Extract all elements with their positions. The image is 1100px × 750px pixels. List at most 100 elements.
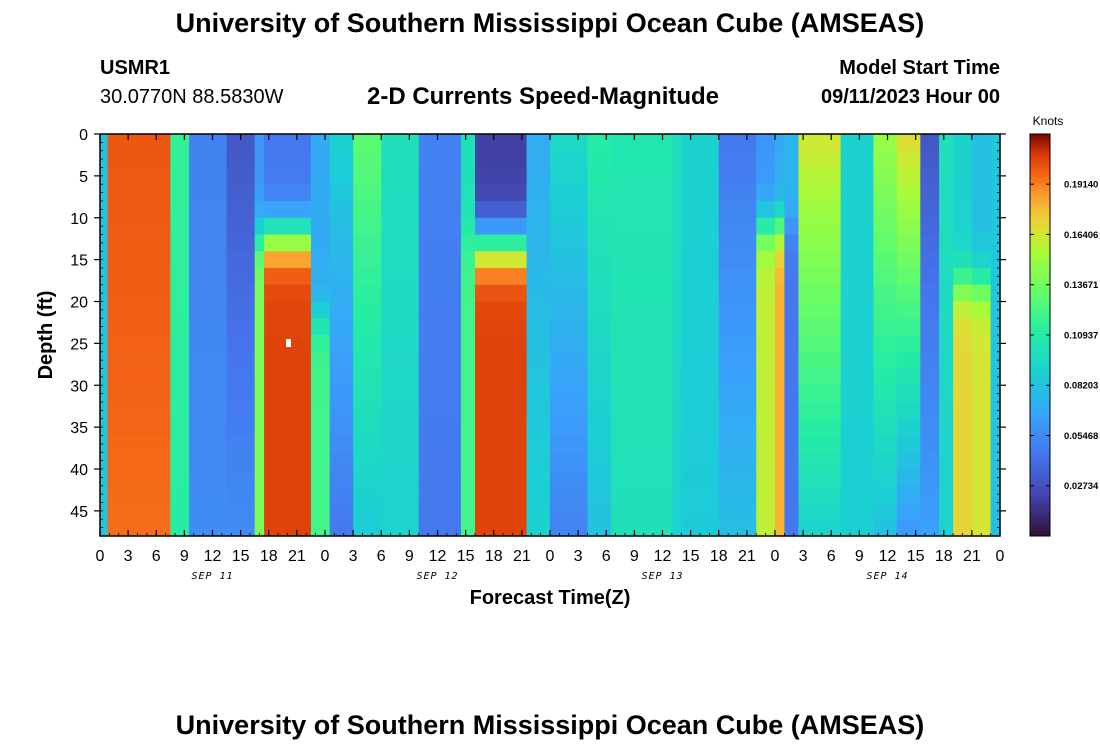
heatmap-cell — [100, 368, 109, 386]
heatmap-cell — [381, 485, 420, 504]
heatmap-cell — [107, 418, 171, 437]
heatmap-cell — [254, 385, 265, 403]
heatmap-cell — [353, 485, 382, 504]
heatmap-cell — [310, 184, 331, 202]
heatmap-cell — [475, 402, 528, 420]
x-tick-label: 18 — [710, 548, 728, 565]
heatmap-cell — [756, 150, 776, 169]
heatmap-cell — [100, 385, 109, 403]
heatmap-cell — [170, 150, 190, 169]
x-tick-label: 3 — [124, 548, 133, 565]
heatmap-cell — [310, 351, 331, 370]
heatmap-cell — [718, 167, 757, 185]
heatmap-cell — [784, 418, 800, 437]
heatmap-cell — [671, 251, 682, 269]
heatmap-cell — [254, 318, 265, 336]
heatmap-cell — [381, 184, 420, 202]
heatmap-cell — [170, 385, 190, 403]
heatmap-cell — [329, 418, 354, 437]
heatmap-cell — [353, 134, 382, 152]
heatmap-cell — [971, 217, 992, 236]
heatmap-cell — [329, 167, 354, 185]
heatmap-cell — [953, 452, 973, 470]
heatmap-cell — [460, 452, 476, 470]
heatmap-cell — [550, 217, 589, 236]
heatmap-cell — [310, 318, 331, 336]
heatmap-cell — [775, 385, 785, 403]
heatmap-cell — [475, 167, 528, 185]
heatmap-cell — [264, 167, 312, 185]
heatmap-cell — [587, 469, 612, 487]
heatmap-cell — [329, 469, 354, 487]
heatmap-cell — [100, 284, 109, 303]
heatmap-cell — [971, 418, 992, 437]
heatmap-cell — [756, 385, 776, 403]
heatmap-cell — [718, 268, 757, 286]
x-tick-label: 6 — [152, 548, 161, 565]
heatmap-cell — [610, 167, 673, 185]
heatmap-cell — [971, 150, 992, 169]
heatmap-cell — [873, 301, 898, 319]
heatmap-cell — [550, 301, 589, 319]
heatmap-cell — [990, 469, 1000, 487]
heatmap-cell — [953, 201, 973, 219]
heatmap-cell — [170, 502, 190, 520]
heatmap-cell — [840, 385, 875, 403]
heatmap-cell — [953, 435, 973, 453]
heatmap-cell — [756, 284, 776, 303]
heatmap-cell — [475, 485, 528, 504]
heatmap-cell — [718, 134, 757, 152]
heatmap-cell — [756, 251, 776, 269]
heatmap-cell — [953, 150, 973, 169]
x-tick-label: 15 — [907, 548, 925, 565]
heatmap-cell — [550, 435, 589, 453]
heatmap-cell — [550, 385, 589, 403]
heatmap-cell — [107, 201, 171, 219]
heatmap-cell — [264, 452, 312, 470]
heatmap-cell — [329, 234, 354, 252]
heatmap-cell — [100, 150, 109, 169]
heatmap-cell — [671, 184, 682, 202]
heatmap-cell — [100, 519, 109, 536]
heatmap-cell — [775, 234, 785, 252]
heatmap-cell — [329, 335, 354, 353]
x-tick-label: 0 — [546, 548, 555, 565]
heatmap-cell — [775, 184, 785, 202]
heatmap-cell — [718, 234, 757, 252]
y-tick-label: 40 — [70, 462, 88, 479]
heatmap-cell — [460, 217, 476, 236]
heatmap-cell — [418, 150, 462, 169]
heatmap-cell — [587, 201, 612, 219]
heatmap-cell — [170, 134, 190, 152]
heatmap-cell — [329, 184, 354, 202]
heatmap-cell — [681, 485, 720, 504]
heatmap-cell — [526, 502, 551, 520]
heatmap-cell — [756, 402, 776, 420]
heatmap-cell — [329, 251, 354, 269]
heatmap-cell — [254, 217, 265, 236]
heatmap-cell — [353, 301, 382, 319]
heatmap-cell — [353, 469, 382, 487]
heatmap-cell — [475, 452, 528, 470]
heatmap-cell — [100, 234, 109, 252]
heatmap-cell — [550, 251, 589, 269]
heatmap-cell — [310, 402, 331, 420]
heatmap-cell — [953, 251, 973, 269]
heatmap-cell — [920, 351, 940, 370]
heatmap-cell — [896, 234, 921, 252]
heatmap-cell — [939, 167, 954, 185]
heatmap-cell — [189, 502, 228, 520]
heatmap-cell — [189, 335, 228, 353]
heatmap-cell — [681, 301, 720, 319]
heatmap-cell — [310, 234, 331, 252]
heatmap-cell — [990, 268, 1000, 286]
heatmap-cell — [681, 251, 720, 269]
heatmap-cell — [170, 351, 190, 370]
x-tick-label: 18 — [485, 548, 503, 565]
heatmap-cell — [681, 385, 720, 403]
heatmap-cell — [971, 435, 992, 453]
heatmap-cell — [896, 385, 921, 403]
heatmap-cell — [460, 519, 476, 536]
heatmap-cell — [939, 351, 954, 370]
heatmap-cell — [840, 502, 875, 520]
